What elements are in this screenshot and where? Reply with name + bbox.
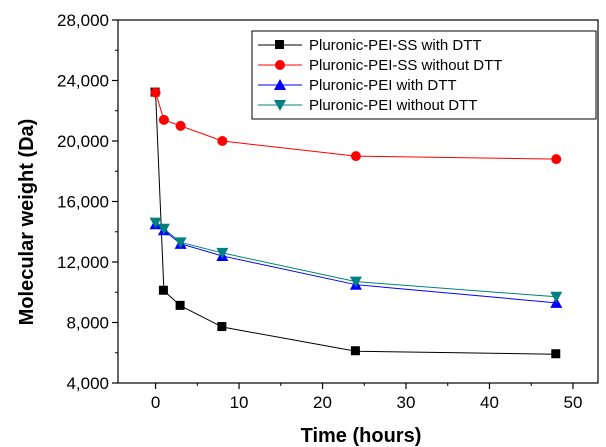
legend-label: Pluronic-PEI-SS without DTT — [309, 57, 502, 74]
y-axis-title: Molecular weight (Da) — [16, 119, 38, 326]
x-tick-label: 10 — [230, 393, 249, 412]
legend-label: Pluronic-PEI with DTT — [309, 77, 457, 94]
series-4 — [149, 217, 563, 303]
x-tick-label: 40 — [480, 393, 499, 412]
data-point — [150, 87, 161, 98]
legend-marker — [274, 79, 286, 90]
legend-marker — [274, 100, 286, 111]
series-line — [155, 223, 557, 304]
data-point — [216, 247, 229, 259]
series-line — [155, 92, 557, 355]
y-tick-label: 4,000 — [66, 374, 109, 393]
series-1 — [150, 87, 561, 359]
legend-marker — [275, 60, 285, 70]
legend: Pluronic-PEI-SS with DTT Pluronic-PEI-SS … — [251, 30, 597, 120]
y-tick-label: 12,000 — [57, 253, 109, 272]
data-point — [158, 285, 168, 295]
legend-label: Pluronic-PEI without DTT — [309, 97, 477, 114]
data-point — [157, 223, 170, 235]
data-point — [350, 151, 361, 162]
data-point — [175, 120, 186, 131]
legend-entry: Pluronic-PEI-SS with DTT — [258, 37, 482, 54]
series-2 — [150, 87, 562, 165]
x-tick-label: 50 — [563, 393, 582, 412]
legend-label: Pluronic-PEI-SS with DTT — [309, 37, 482, 54]
series-3 — [149, 218, 563, 308]
y-tick-label: 16,000 — [57, 193, 109, 212]
series-layer — [149, 87, 563, 359]
legend-marker — [275, 40, 284, 49]
data-point — [175, 300, 185, 310]
data-point — [174, 237, 187, 249]
x-tick-label: 0 — [151, 393, 160, 412]
x-axis-title: Time (hours) — [301, 425, 422, 447]
data-point — [349, 276, 362, 288]
data-point — [217, 136, 228, 146]
y-tick-label: 8,000 — [66, 314, 109, 333]
data-point — [217, 322, 227, 332]
x-axis: 0 10 20 30 40 50 — [151, 383, 582, 412]
data-point — [551, 154, 562, 165]
legend-box — [251, 30, 597, 120]
data-point — [158, 114, 169, 125]
data-point — [149, 217, 162, 229]
data-point — [551, 349, 561, 359]
legend-entry: Pluronic-PEI without DTT — [258, 97, 477, 114]
x-tick-label: 30 — [397, 393, 416, 412]
data-point — [550, 291, 563, 303]
x-tick-label: 20 — [313, 393, 332, 412]
data-point — [350, 346, 360, 356]
legend-entry: Pluronic-PEI-SS without DTT — [258, 57, 502, 74]
y-tick-label: 24,000 — [57, 72, 109, 91]
y-tick-label: 20,000 — [57, 132, 109, 151]
y-axis: 4,000 8,000 12,000 16,000 20,000 24,000 28,000 — [57, 11, 118, 393]
legend-entry: Pluronic-PEI with DTT — [258, 77, 457, 94]
y-tick-label: 28,000 — [57, 11, 109, 30]
